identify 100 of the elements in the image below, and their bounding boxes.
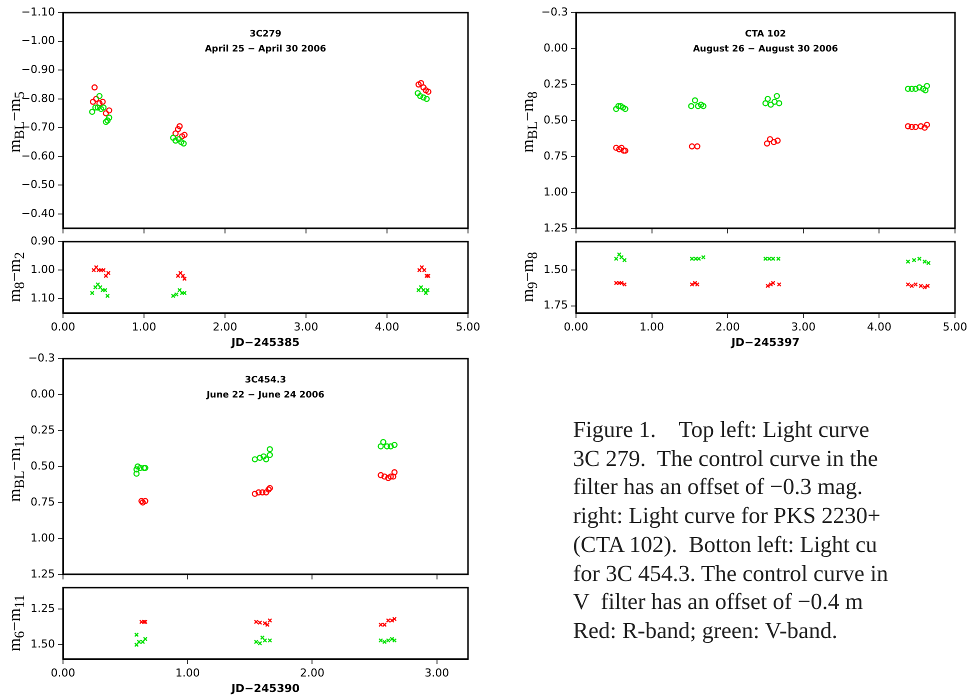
point bbox=[96, 100, 103, 106]
point bbox=[139, 620, 144, 624]
point bbox=[918, 123, 924, 130]
point bbox=[696, 256, 702, 262]
x-tick-label: 0.00 bbox=[50, 320, 76, 334]
x-tick-label: 3.00 bbox=[424, 666, 450, 680]
x-tick-label: 0.00 bbox=[50, 666, 76, 680]
point bbox=[174, 292, 179, 297]
point bbox=[263, 489, 270, 496]
point bbox=[690, 256, 694, 262]
point bbox=[378, 638, 384, 643]
point bbox=[380, 438, 386, 446]
point bbox=[622, 282, 627, 287]
point bbox=[180, 140, 187, 147]
text: Red: R-band; green: V-band. bbox=[573, 616, 838, 645]
text: CTA 102 bbox=[745, 30, 786, 40]
y-tick-label: 0.50 bbox=[30, 459, 55, 472]
point bbox=[105, 294, 110, 298]
point bbox=[384, 443, 390, 450]
y-tick-label: 0.25 bbox=[544, 77, 568, 90]
point bbox=[254, 640, 258, 644]
point bbox=[619, 255, 624, 260]
point bbox=[140, 640, 146, 644]
point bbox=[692, 97, 698, 104]
point bbox=[98, 268, 104, 272]
point bbox=[690, 282, 694, 287]
point bbox=[133, 470, 140, 477]
text: April 25 − April 30 2006 bbox=[204, 44, 326, 55]
point bbox=[263, 456, 270, 462]
caption: Figure 1. Top left: Light curve bbox=[573, 416, 870, 444]
point bbox=[256, 489, 262, 496]
point bbox=[694, 143, 700, 150]
point bbox=[100, 288, 105, 292]
point bbox=[922, 259, 927, 264]
point bbox=[100, 98, 106, 105]
point bbox=[613, 144, 620, 151]
y-tick-label: 1.50 bbox=[544, 263, 568, 276]
point bbox=[912, 86, 919, 92]
text: filter has an offset of −0.3 mag. bbox=[573, 473, 864, 502]
point bbox=[93, 96, 100, 102]
point bbox=[260, 453, 267, 460]
point bbox=[106, 114, 112, 121]
y-tick-label: −0.3 bbox=[541, 5, 568, 18]
point bbox=[89, 108, 96, 115]
point bbox=[137, 464, 144, 472]
y-tick-label: −1.00 bbox=[21, 34, 55, 48]
point bbox=[906, 282, 910, 287]
point bbox=[174, 126, 182, 132]
point bbox=[388, 473, 394, 480]
y-tick-label: −1.10 bbox=[21, 5, 55, 18]
point bbox=[385, 474, 392, 482]
point bbox=[925, 284, 930, 288]
y-tick-label: −0.90 bbox=[21, 63, 55, 76]
point bbox=[102, 288, 108, 292]
x-tick-label: 4.00 bbox=[866, 320, 892, 334]
point bbox=[98, 106, 104, 112]
point bbox=[266, 446, 273, 452]
point bbox=[91, 84, 98, 91]
point bbox=[771, 98, 778, 105]
point bbox=[770, 280, 776, 286]
point bbox=[142, 636, 148, 642]
point bbox=[378, 622, 384, 628]
point bbox=[386, 638, 391, 643]
point bbox=[106, 107, 112, 114]
point bbox=[180, 274, 186, 278]
point bbox=[700, 103, 706, 110]
point bbox=[906, 259, 910, 264]
point bbox=[414, 90, 421, 96]
text: right: Light curve for PKS 2230+ bbox=[573, 502, 882, 530]
point bbox=[425, 288, 430, 292]
text: (CTA 102). Botton left: Light cu bbox=[573, 530, 878, 559]
point bbox=[133, 466, 140, 472]
point bbox=[382, 640, 387, 644]
x-axis-title: JD−245385 bbox=[231, 336, 300, 349]
point bbox=[618, 144, 625, 151]
point bbox=[104, 274, 108, 278]
point bbox=[94, 104, 101, 111]
point bbox=[614, 256, 618, 262]
text: June 22 − June 24 2006 bbox=[206, 390, 324, 401]
point bbox=[176, 123, 183, 130]
text: 3C279 bbox=[250, 30, 282, 40]
point bbox=[770, 138, 777, 146]
point bbox=[415, 81, 422, 88]
point bbox=[422, 268, 427, 272]
point bbox=[776, 256, 781, 262]
point bbox=[922, 87, 929, 94]
point bbox=[392, 638, 397, 643]
x-tick-label: 3.00 bbox=[294, 320, 318, 334]
point bbox=[181, 132, 188, 138]
point bbox=[620, 104, 626, 111]
point bbox=[694, 103, 702, 110]
point bbox=[768, 102, 774, 108]
y-tick-label: −0.40 bbox=[21, 206, 55, 220]
point bbox=[262, 638, 268, 643]
point bbox=[420, 94, 427, 101]
y-tick-label: −0.50 bbox=[21, 178, 55, 192]
point bbox=[176, 136, 182, 142]
y-tick-label: 1.25 bbox=[30, 567, 55, 580]
point bbox=[424, 290, 428, 296]
point bbox=[618, 103, 624, 110]
